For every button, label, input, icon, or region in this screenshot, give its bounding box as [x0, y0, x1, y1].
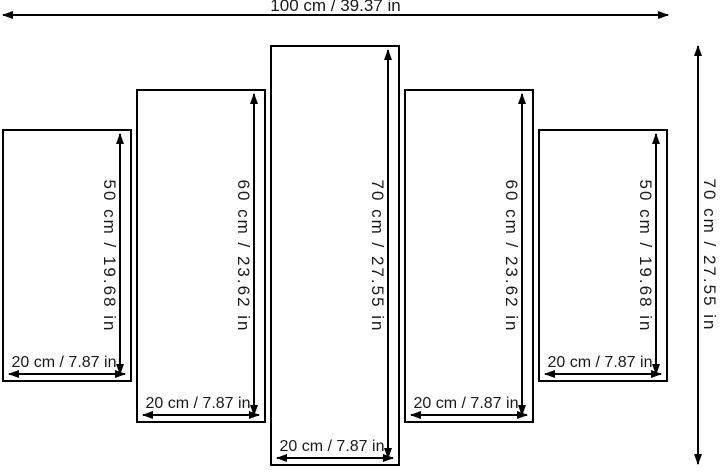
- overall-height-arrow-icon: [694, 45, 702, 465]
- panels-row: 50 cm / 19.68 in 20 cm / 7.87 in 60 cm /…: [2, 45, 668, 466]
- panel-2-width-label: 20 cm / 7.87 in: [145, 394, 251, 412]
- panel-2: 60 cm / 23.62 in 20 cm / 7.87 in: [136, 88, 266, 423]
- panel-3-width-arrow-icon: [276, 454, 394, 462]
- panel-1: 50 cm / 19.68 in 20 cm / 7.87 in: [2, 129, 132, 382]
- panel-2-width-arrow-icon: [142, 410, 260, 419]
- panel-3-width-label: 20 cm / 7.87 in: [279, 438, 385, 455]
- overall-width-label: 100 cm / 39.37 in: [270, 0, 401, 15]
- panel-4-width-arrow-icon: [410, 410, 528, 419]
- panel-5-width-label: 20 cm / 7.87 in: [547, 354, 653, 371]
- panel-5: 50 cm / 19.68 in 20 cm / 7.87 in: [538, 129, 668, 382]
- panel-4: 60 cm / 23.62 in 20 cm / 7.87 in: [404, 88, 534, 423]
- panel-1-width-label: 20 cm / 7.87 in: [11, 354, 117, 371]
- panel-4-height-arrow-icon: [518, 92, 526, 416]
- panel-3: 70 cm / 27.55 in 20 cm / 7.87 in: [270, 45, 400, 466]
- panel-4-height-label: 60 cm / 23.62 in: [502, 179, 521, 332]
- panel-3-height-label: 70 cm / 27.55 in: [368, 179, 387, 332]
- overall-height-label: 70 cm / 27.55 in: [700, 178, 719, 332]
- panel-2-height-label: 60 cm / 23.62 in: [234, 179, 253, 332]
- panel-5-height-label: 50 cm / 19.68 in: [636, 179, 655, 332]
- overall-width-arrow-icon: [2, 11, 669, 19]
- panel-5-height-arrow-icon: [652, 133, 660, 375]
- panel-2-height-arrow-icon: [250, 92, 258, 416]
- panel-3-height-arrow-icon: [384, 49, 392, 459]
- panel-1-width-arrow-icon: [8, 370, 126, 378]
- panel-1-height-label: 50 cm / 19.68 in: [100, 179, 119, 332]
- panel-5-width-arrow-icon: [544, 370, 662, 378]
- panel-4-width-label: 20 cm / 7.87 in: [413, 394, 519, 412]
- panel-1-height-arrow-icon: [116, 133, 124, 375]
